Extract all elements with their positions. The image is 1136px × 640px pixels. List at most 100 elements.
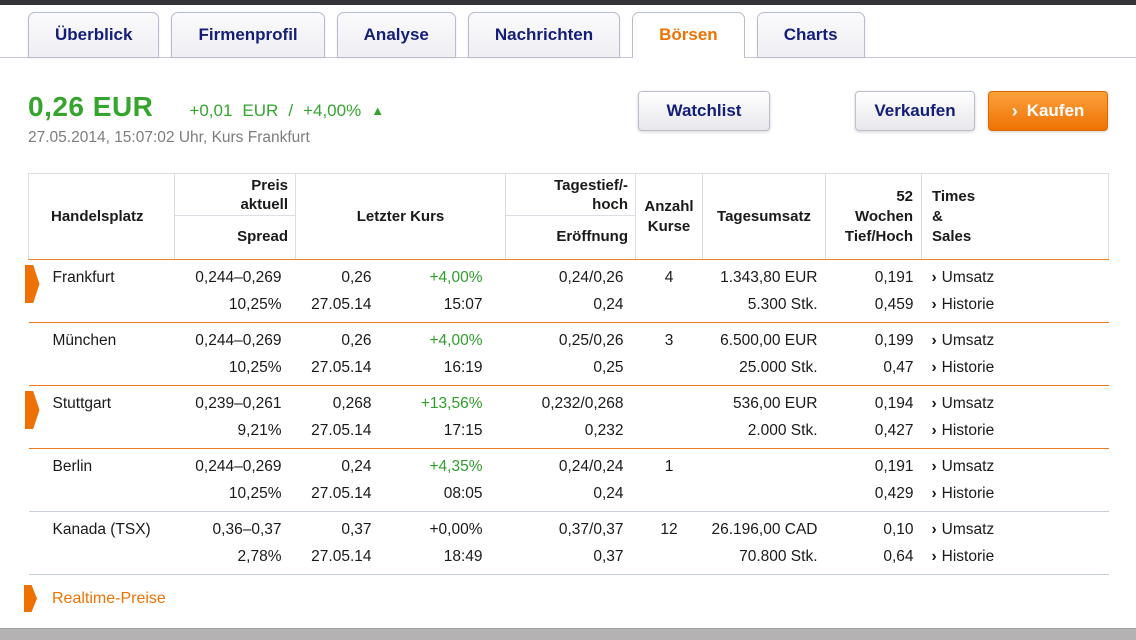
last-price: 0,24 (341, 458, 372, 475)
open-price: 0,25 (593, 359, 624, 376)
last-price: 0,26 (341, 332, 372, 349)
quote-count (636, 390, 703, 417)
col-header-handelsplatz: Handelsplatz (28, 173, 175, 260)
watchlist-button[interactable]: Watchlist (638, 91, 770, 131)
row-marker-icon (24, 265, 40, 303)
turnover-volume: 70.800 Stk. (739, 548, 818, 565)
col-header-preis-aktuell: Preis aktuell (175, 174, 295, 216)
tab-firmenprofil[interactable]: Firmenprofil (171, 12, 325, 57)
price-time: 18:49 (443, 548, 483, 565)
historie-link[interactable]: › Historie (931, 296, 995, 313)
price-time: 16:19 (443, 359, 483, 376)
turnover-volume: 25.000 Stk. (739, 359, 818, 376)
day-low-high: 0,25/0,26 (558, 332, 624, 349)
week52-low: 0,191 (874, 269, 914, 286)
action-buttons: Watchlist Verkaufen › Kaufen (628, 91, 1108, 147)
price-date: 27.05.14 (311, 422, 372, 439)
price-time: 08:05 (443, 485, 483, 502)
price-date: 27.05.14 (311, 296, 372, 313)
tab-charts[interactable]: Charts (756, 12, 865, 57)
chevron-right-icon: › (931, 296, 937, 313)
umsatz-link[interactable]: › Umsatz (931, 269, 995, 286)
tab-ueberblick[interactable]: Überblick (28, 12, 160, 57)
week52-low: 0,199 (874, 332, 914, 349)
quote-timestamp: 27.05.2014, 15:07:02 Uhr, Kurs Frankfurt (28, 129, 310, 146)
col-header-letzter-kurs: Letzter Kurs (295, 173, 506, 260)
week52-high: 0,459 (874, 296, 914, 313)
change-currency: EUR (242, 101, 279, 120)
day-low-high: 0,232/0,268 (541, 395, 624, 412)
week52-low: 0,191 (874, 458, 914, 475)
spread-range: 0,244–0,269 (195, 332, 282, 349)
week52-high: 0,429 (874, 485, 914, 502)
table-row-frankfurt: Frankfurt 0,244–0,269 10,25% 0,26 27.05.… (24, 259, 1109, 323)
last-price: 0,26 (341, 269, 372, 286)
col-header-anzahl-kurse: Anzahl Kurse (635, 173, 703, 260)
tab-nachrichten[interactable]: Nachrichten (467, 12, 621, 57)
exchange-name: Stuttgart (52, 395, 112, 412)
chevron-right-icon: › (931, 359, 937, 376)
kaufen-button[interactable]: › Kaufen (988, 91, 1108, 131)
open-price: 0,232 (584, 422, 624, 439)
exchanges-table: Handelsplatz Preis aktuell Spread Letzte… (24, 173, 1109, 575)
exchange-name: Frankfurt (52, 269, 115, 286)
verkaufen-button[interactable]: Verkaufen (855, 91, 975, 131)
historie-link[interactable]: › Historie (931, 359, 995, 376)
historie-link[interactable]: › Historie (931, 548, 995, 565)
quote-count: 12 (660, 521, 678, 538)
table-row-muenchen: München 0,244–0,269 10,25% 0,26 27.05.14… (28, 322, 1109, 386)
quote-count: 1 (664, 458, 674, 475)
chevron-right-icon: › (931, 269, 937, 286)
price-time: 15:07 (443, 296, 483, 313)
tab-boersen[interactable]: Börsen (632, 12, 745, 58)
quote-info: 0,26 EUR +0,01 EUR / +4,00% ▲ 27.05.2014… (28, 91, 628, 147)
table-row-kanada: Kanada (TSX) 0,36–0,37 2,78% 0,37 27.05.… (28, 511, 1109, 575)
turnover-value: 536,00 EUR (733, 395, 818, 412)
change-percent: +4,00% (429, 269, 483, 286)
price-date: 27.05.14 (311, 548, 372, 565)
day-low-high: 0,24/0,24 (558, 458, 624, 475)
week52-high: 0,64 (883, 548, 914, 565)
historie-link[interactable]: › Historie (931, 422, 995, 439)
umsatz-link[interactable]: › Umsatz (931, 395, 995, 412)
week52-high: 0,427 (874, 422, 914, 439)
week52-low: 0,194 (874, 395, 914, 412)
spread-percent: 10,25% (228, 296, 282, 313)
quote-count: 3 (664, 332, 674, 349)
open-price: 0,24 (593, 296, 624, 313)
umsatz-link[interactable]: › Umsatz (931, 458, 995, 475)
change-percent: +4,35% (429, 458, 483, 475)
chevron-right-icon: › (931, 458, 937, 475)
historie-link[interactable]: › Historie (931, 485, 995, 502)
turnover-volume: 5.300 Stk. (747, 296, 818, 313)
chevron-right-icon: › (931, 548, 937, 565)
week52-low: 0,10 (883, 521, 914, 538)
tab-analyse[interactable]: Analyse (336, 12, 456, 57)
last-price: 0,268 (332, 395, 372, 412)
col-header-52-wochen: 52 Wochen Tief/Hoch (825, 173, 922, 260)
change-separator: / (288, 101, 294, 120)
realtime-link[interactable]: Realtime-Preise (24, 585, 1136, 612)
spread-percent: 9,21% (237, 422, 282, 439)
umsatz-link[interactable]: › Umsatz (931, 332, 995, 349)
umsatz-link[interactable]: › Umsatz (931, 521, 995, 538)
change-absolute: +0,01 (189, 101, 233, 120)
col-header-times-sales: Times & Sales (921, 173, 1109, 260)
arrow-up-icon: ▲ (371, 103, 385, 118)
bottom-window-strip (0, 628, 1136, 640)
chevron-right-icon: › (931, 332, 937, 349)
turnover-volume (703, 480, 818, 507)
spread-range: 0,36–0,37 (212, 521, 282, 538)
change-percent: +4,00% (429, 332, 483, 349)
quote-count: 4 (664, 269, 674, 286)
price-change: +0,01 EUR / +4,00% ▲ (189, 101, 384, 121)
chevron-right-icon: › (931, 485, 937, 502)
row-marker-icon (24, 391, 40, 429)
table-row-berlin: Berlin 0,244–0,269 10,25% 0,24 27.05.14 … (28, 448, 1109, 512)
turnover-value: 1.343,80 EUR (720, 269, 818, 286)
spread-percent: 10,25% (228, 359, 282, 376)
open-price: 0,24 (593, 485, 624, 502)
turnover-value (703, 453, 818, 480)
open-price: 0,37 (593, 548, 624, 565)
